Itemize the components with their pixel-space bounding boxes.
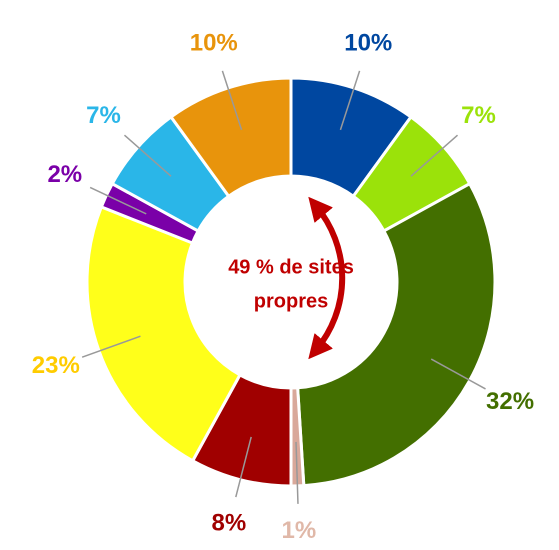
data-label: 1% [282,517,317,544]
leader-line [81,335,141,358]
data-label: 23% [32,352,80,379]
double-arrow [308,196,346,360]
leader-line [123,134,172,177]
donut-segment [168,76,293,199]
leader-line [221,70,243,131]
data-label: 32% [486,388,534,415]
donut-segment [296,181,497,488]
data-label: 10% [344,30,392,57]
leader-line [89,186,147,215]
data-label: 2% [47,161,82,188]
center-annotation: propres [254,290,328,312]
leader-line [235,436,252,498]
leader-line [430,358,486,390]
data-label: 7% [86,102,121,129]
data-label: 7% [461,102,496,129]
donut [85,76,497,488]
data-label: 8% [211,509,246,536]
data-label: 10% [190,30,238,57]
donut-segment [85,204,242,463]
center-annotation: 49 % de sites [228,256,354,278]
leader-line [339,70,361,131]
leader-line [295,441,299,504]
leader-line [410,134,459,177]
